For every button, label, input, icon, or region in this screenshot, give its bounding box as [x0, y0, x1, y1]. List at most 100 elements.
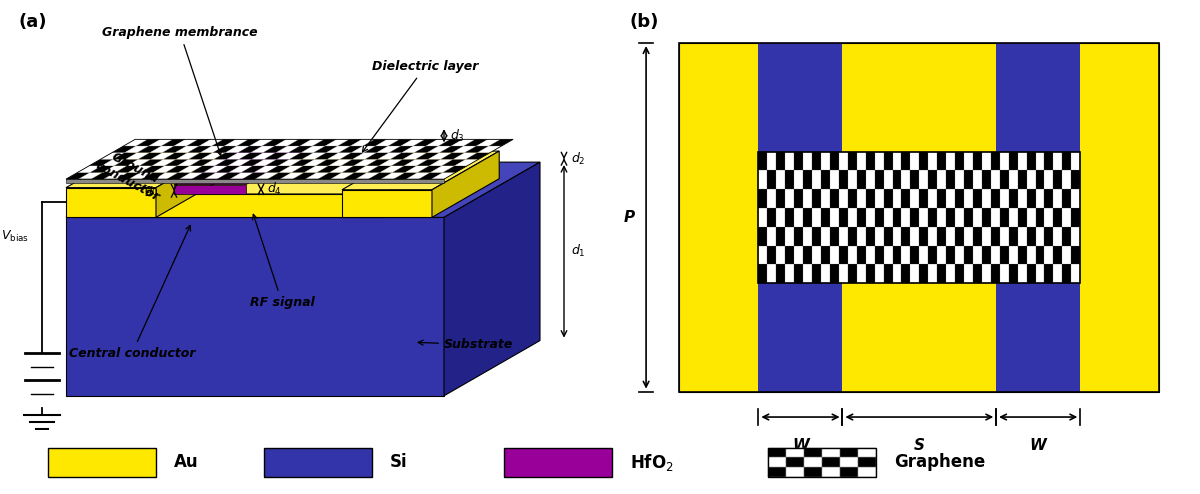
- Polygon shape: [128, 166, 152, 172]
- Bar: [803, 152, 812, 170]
- Polygon shape: [114, 194, 384, 217]
- Polygon shape: [175, 146, 199, 153]
- Bar: [901, 152, 911, 170]
- Bar: [964, 227, 973, 246]
- Polygon shape: [300, 139, 324, 146]
- Bar: [911, 246, 919, 264]
- Polygon shape: [318, 172, 342, 179]
- Polygon shape: [127, 159, 151, 166]
- Polygon shape: [281, 172, 305, 179]
- Bar: [1009, 152, 1018, 170]
- Polygon shape: [204, 172, 229, 179]
- Polygon shape: [355, 166, 379, 172]
- Bar: [803, 246, 812, 264]
- Polygon shape: [167, 172, 191, 179]
- Bar: [848, 227, 857, 246]
- Bar: [929, 264, 937, 283]
- Polygon shape: [137, 146, 161, 153]
- Polygon shape: [415, 153, 439, 159]
- Polygon shape: [401, 139, 425, 146]
- Polygon shape: [476, 139, 500, 146]
- Polygon shape: [252, 153, 276, 159]
- Bar: [1009, 227, 1018, 246]
- Polygon shape: [114, 159, 138, 166]
- Polygon shape: [430, 159, 454, 166]
- Bar: [821, 208, 830, 227]
- Text: $V_{\mathrm{bias}}$: $V_{\mathrm{bias}}$: [1, 229, 29, 244]
- Bar: [1018, 170, 1026, 189]
- Bar: [767, 152, 776, 170]
- Bar: [794, 227, 803, 246]
- Bar: [1036, 170, 1044, 189]
- Polygon shape: [239, 153, 263, 159]
- Text: $d_4$: $d_4$: [266, 181, 282, 198]
- Bar: [822, 467, 840, 477]
- Bar: [1009, 189, 1018, 208]
- Polygon shape: [212, 146, 238, 153]
- Polygon shape: [452, 146, 476, 153]
- Polygon shape: [330, 172, 355, 179]
- Bar: [848, 170, 857, 189]
- Bar: [1062, 189, 1072, 208]
- Polygon shape: [154, 166, 178, 172]
- Bar: [776, 189, 785, 208]
- Bar: [821, 227, 830, 246]
- Polygon shape: [162, 146, 187, 153]
- Polygon shape: [149, 139, 173, 146]
- Polygon shape: [426, 139, 450, 146]
- Polygon shape: [376, 139, 400, 146]
- Bar: [839, 170, 848, 189]
- Text: (a): (a): [18, 13, 47, 32]
- Bar: [785, 170, 794, 189]
- Bar: [776, 170, 785, 189]
- Polygon shape: [431, 166, 455, 172]
- Polygon shape: [384, 155, 451, 217]
- Bar: [919, 246, 929, 264]
- Polygon shape: [389, 146, 413, 153]
- Bar: [848, 152, 857, 170]
- Bar: [875, 152, 883, 170]
- Bar: [929, 152, 937, 170]
- Bar: [812, 208, 821, 227]
- Polygon shape: [390, 153, 414, 159]
- Bar: [785, 189, 794, 208]
- Bar: [1000, 264, 1009, 283]
- Polygon shape: [154, 172, 179, 179]
- Polygon shape: [156, 149, 223, 217]
- Bar: [786, 457, 804, 467]
- Bar: [794, 152, 803, 170]
- Bar: [848, 189, 857, 208]
- Polygon shape: [166, 166, 190, 172]
- Polygon shape: [329, 159, 353, 166]
- Bar: [830, 170, 839, 189]
- Bar: [776, 208, 785, 227]
- Bar: [1018, 152, 1026, 170]
- Bar: [1018, 189, 1026, 208]
- Text: Graphene membrance: Graphene membrance: [102, 26, 258, 155]
- Bar: [830, 152, 839, 170]
- Polygon shape: [214, 153, 238, 159]
- Bar: [883, 264, 893, 283]
- Bar: [865, 227, 875, 246]
- Bar: [804, 457, 822, 467]
- Polygon shape: [66, 179, 444, 182]
- Polygon shape: [256, 172, 280, 179]
- Polygon shape: [112, 146, 137, 153]
- Bar: [830, 246, 839, 264]
- Bar: [911, 189, 919, 208]
- Polygon shape: [253, 159, 277, 166]
- Bar: [1072, 246, 1080, 264]
- Bar: [848, 208, 857, 227]
- Bar: [1000, 246, 1009, 264]
- Bar: [919, 227, 929, 246]
- Bar: [803, 189, 812, 208]
- Bar: [901, 227, 911, 246]
- Polygon shape: [163, 153, 187, 159]
- Text: $d_2$: $d_2$: [571, 151, 586, 167]
- Polygon shape: [302, 153, 326, 159]
- Polygon shape: [418, 166, 442, 172]
- Bar: [1036, 246, 1044, 264]
- Polygon shape: [200, 146, 224, 153]
- Bar: [768, 448, 786, 457]
- Polygon shape: [350, 139, 374, 146]
